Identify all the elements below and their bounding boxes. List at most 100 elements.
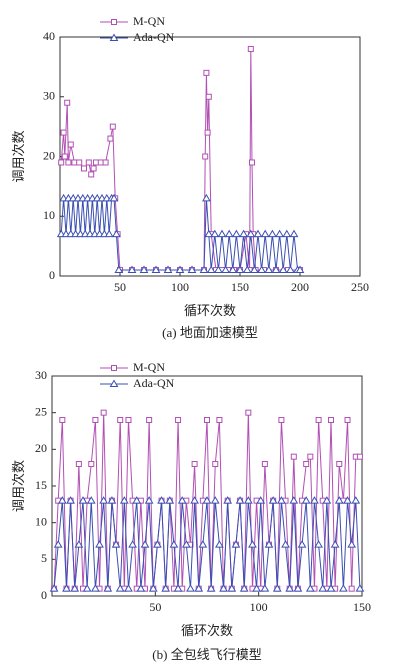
marker (293, 584, 303, 592)
marker (256, 496, 266, 504)
marker (227, 584, 237, 592)
y-tick-label: 0 (41, 588, 47, 602)
marker (272, 584, 282, 592)
marker (60, 129, 67, 136)
marker (314, 540, 323, 548)
legend-marker (111, 19, 117, 25)
y-tick-label: 15 (35, 478, 47, 492)
y-tick-label: 5 (41, 551, 47, 565)
marker (102, 159, 109, 166)
y-axis-label: 调用次数 (11, 460, 26, 512)
marker (307, 453, 314, 460)
marker (281, 540, 290, 548)
marker (315, 417, 322, 423)
marker (249, 159, 255, 166)
marker (260, 584, 270, 592)
marker (228, 265, 238, 274)
marker (231, 540, 241, 548)
marker (199, 265, 209, 274)
marker (194, 584, 204, 592)
x-tick-label: 150 (353, 600, 371, 614)
marker (136, 584, 146, 592)
y-tick-label: 10 (43, 208, 55, 222)
marker (132, 496, 142, 504)
marker (71, 159, 78, 166)
marker (205, 93, 212, 100)
marker (65, 159, 72, 166)
marker (70, 584, 80, 592)
marker (86, 496, 96, 504)
marker (58, 159, 65, 166)
marker (257, 265, 266, 274)
x-tick-label: 50 (149, 600, 161, 614)
marker (216, 417, 223, 423)
marker (204, 229, 214, 238)
marker (140, 540, 150, 548)
marker (61, 153, 68, 160)
y-tick-label: 0 (49, 268, 55, 282)
marker (67, 141, 74, 148)
marker (59, 417, 66, 423)
marker (85, 159, 92, 166)
marker (88, 461, 95, 467)
y-tick-label: 20 (43, 148, 55, 162)
marker (125, 417, 132, 423)
marker (310, 496, 319, 504)
marker (206, 584, 216, 592)
marker (161, 584, 171, 592)
marker (271, 265, 281, 274)
marker (64, 99, 71, 106)
marker (146, 417, 153, 423)
legend-marker (109, 379, 119, 387)
marker (175, 265, 185, 274)
marker (246, 229, 256, 238)
marker (243, 496, 253, 504)
marker (264, 265, 274, 274)
marker (339, 584, 348, 592)
y-tick-label: 30 (35, 368, 47, 382)
marker (115, 584, 125, 592)
marker (261, 461, 268, 467)
marker (343, 496, 352, 504)
marker (124, 584, 133, 592)
marker (92, 417, 99, 423)
marker (210, 229, 220, 238)
marker (212, 461, 219, 467)
marker (173, 584, 183, 592)
x-tick-label: 150 (231, 280, 249, 294)
marker (295, 265, 305, 274)
marker (217, 229, 227, 238)
marker (278, 265, 288, 274)
marker (90, 165, 97, 172)
marker (191, 461, 198, 467)
marker (275, 229, 284, 238)
marker (74, 540, 84, 548)
marker (107, 496, 117, 504)
marker (297, 540, 307, 548)
marker (318, 584, 328, 592)
marker (344, 417, 351, 423)
marker (128, 540, 137, 548)
marker (239, 584, 249, 592)
y-tick-label: 20 (35, 441, 47, 455)
marker (109, 123, 116, 130)
marker (253, 229, 263, 238)
caption: (a) 地面加速模型 (162, 325, 258, 340)
x-axis-label: 循环次数 (181, 623, 233, 638)
marker (242, 265, 252, 274)
marker (347, 540, 357, 548)
marker (88, 171, 95, 178)
marker (202, 193, 211, 202)
marker (326, 584, 336, 592)
marker (204, 417, 210, 423)
marker (336, 461, 343, 467)
marker (112, 229, 121, 238)
marker (81, 165, 87, 172)
marker (221, 265, 230, 274)
legend-label: M-QN (133, 14, 165, 28)
series-line (60, 197, 300, 271)
marker (290, 453, 297, 460)
marker (151, 265, 161, 274)
marker (95, 540, 104, 548)
marker (148, 584, 158, 592)
